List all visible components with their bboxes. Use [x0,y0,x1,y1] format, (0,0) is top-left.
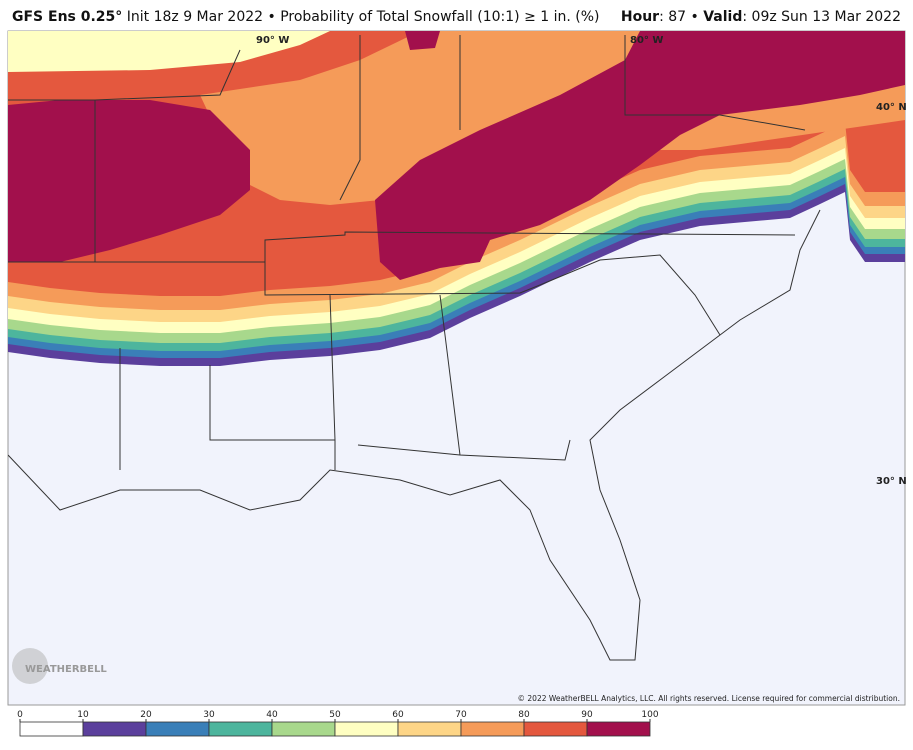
colorbar-tick-label: 50 [329,710,341,720]
band [8,100,250,262]
band [8,31,330,72]
colorbar-tick-label: 40 [266,710,278,720]
colorbar: 0 10 20 30 40 50 60 70 80 90 100 [17,710,659,737]
model: GFS Ens 0.25° [12,9,123,25]
header: GFS Ens 0.25° Init 18z 9 Mar 2022 • Prob… [12,9,901,29]
separator: • [690,9,699,25]
colorbar-tick-label: 30 [203,710,215,720]
hour: : 87 [659,9,687,25]
colorbar-tick-label: 70 [455,710,467,720]
hour-label: Hour [620,9,660,25]
band [405,31,440,50]
valid-label: Valid [703,9,743,25]
colorbar-segment [523,721,588,737]
logo: WEATHERBELL [25,664,107,675]
colorbar-segment [586,721,651,737]
colorbar-tick-label: 90 [581,710,593,720]
colorbar-segment [19,721,84,737]
colorbar-segment [208,721,273,737]
valid-info: Hour: 87 • Valid: 09z Sun 13 Mar 2022 [621,9,901,25]
lat-label: 40° N [876,102,907,113]
colorbar-segment [397,721,462,737]
colorbar-tick-label: 0 [17,710,23,720]
colorbar-segment [271,721,336,737]
colorbar-segment [82,721,147,737]
borders [8,35,821,661]
band [375,31,905,280]
colorbar-tick-label: 60 [392,710,404,720]
copyright: © 2022 WeatherBELL Analytics, LLC. All r… [518,694,900,703]
colorbar-segment [145,721,210,737]
valid: : 09z Sun 13 Mar 2022 [742,9,901,25]
colorbar-segment [334,721,399,737]
colorbar-tick-label: 100 [641,710,658,720]
lon-label: 90° W [256,35,289,46]
description: Init 18z 9 Mar 2022 • Probability of Tot… [126,9,600,25]
colorbar-tick-label: 80 [518,710,530,720]
colorbar-tick-label: 20 [140,710,152,720]
lat-label: 30° N [876,476,907,487]
logo-mark [12,648,48,684]
lon-label: 80° W [630,35,663,46]
title: GFS Ens 0.25° Init 18z 9 Mar 2022 • Prob… [12,9,600,25]
colorbar-segment [460,721,525,737]
colorbar-tick-label: 10 [77,710,89,720]
snow-field [8,31,905,661]
